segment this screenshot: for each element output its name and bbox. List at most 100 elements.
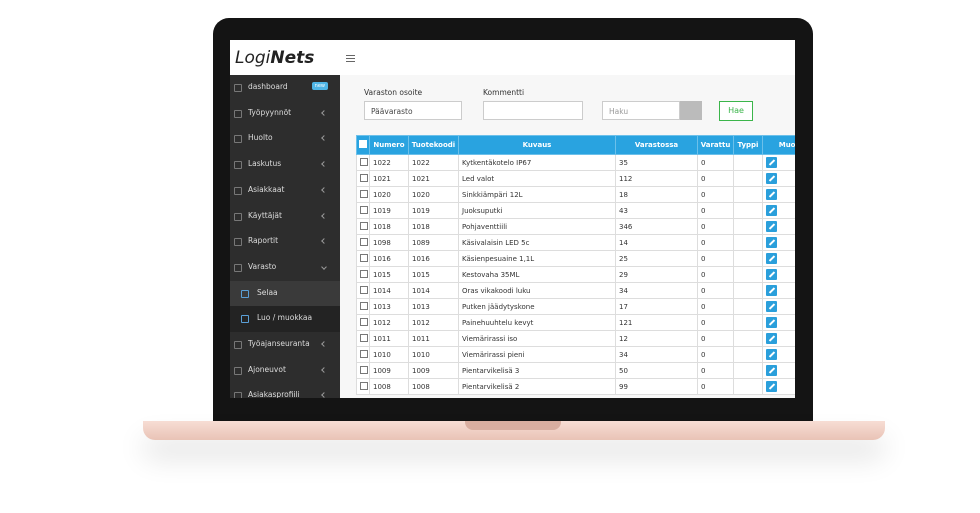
search-input[interactable]: Haku [602,101,680,120]
checkbox[interactable] [360,237,368,246]
menu-icon [234,84,242,92]
select-cell[interactable] [356,154,370,171]
checkbox[interactable] [360,253,368,262]
menu-item[interactable]: Ajoneuvot [230,358,340,384]
select-cell[interactable] [356,170,370,187]
checkbox[interactable] [360,269,368,278]
menu-icon [241,289,249,298]
edit-button[interactable] [766,157,777,168]
checkbox[interactable] [360,365,368,374]
checkbox[interactable] [360,381,368,390]
edit-button[interactable] [766,317,777,328]
table-cell: 1013 [369,298,409,315]
menu-item[interactable]: dashboard new [230,75,340,101]
checkbox[interactable] [360,285,368,294]
edit-button[interactable] [766,365,777,376]
select-cell[interactable] [356,330,370,347]
checkbox[interactable] [360,333,368,342]
menu-item[interactable]: Luo / muokkaa [230,306,340,332]
menu-toggle[interactable] [346,55,355,64]
menu-icon [234,109,242,118]
menu-item[interactable]: Raportit [230,229,340,255]
table-cell [733,330,763,347]
menu-item[interactable]: Huolto [230,126,340,152]
top-bar: LogiNets [230,40,795,76]
menu-item[interactable]: Selaa [230,280,340,307]
menu-item[interactable]: Varasto [230,255,340,281]
select-cell[interactable] [356,266,370,283]
checkbox[interactable] [360,301,368,310]
checkbox[interactable] [360,189,368,198]
menu-icon [234,392,242,398]
menu-item[interactable]: Työpyynnöt [230,101,340,127]
table-cell: Kestovaha 35ML [458,266,616,283]
edit-button[interactable] [766,381,777,392]
edit-button[interactable] [766,301,777,312]
table-cell: 1013 [408,298,459,315]
edit-button[interactable] [766,285,777,296]
edit-button[interactable] [766,253,777,264]
select-cell[interactable] [356,234,370,251]
caret [321,186,327,193]
menu-icon [234,263,242,272]
edit-button[interactable] [766,221,777,232]
select-cell[interactable] [356,346,370,363]
table-cell: Putken jäädytyskone [458,298,616,315]
column-header: Muokkaa [762,135,795,155]
search-button[interactable]: Hae [719,101,753,121]
select-cell[interactable] [356,250,370,267]
menu-label: Ajoneuvot [248,364,286,374]
table-cell: 1020 [369,186,409,203]
menu-label: Selaa [257,287,278,297]
comment-input[interactable] [483,101,583,120]
edit-button[interactable] [766,269,777,280]
select-cell[interactable] [356,282,370,299]
menu-item[interactable]: Asiakasprofiili [230,383,340,398]
edit-button[interactable] [766,205,777,216]
menu-icon [234,238,242,247]
menu-item[interactable]: Laskutus [230,152,340,178]
edit-button[interactable] [766,189,777,200]
select-cell[interactable] [356,362,370,379]
warehouse-select[interactable]: Päävarasto [364,101,462,120]
checkbox[interactable] [360,349,368,358]
menu-item[interactable]: Käyttäjät [230,204,340,230]
column-header: Numero [369,135,409,155]
select-all[interactable] [356,135,370,155]
select-cell[interactable] [356,314,370,331]
checkbox[interactable] [360,157,368,166]
table-cell: Käsivalaisin LED 5c [458,234,616,251]
table-cell [733,346,763,363]
table-cell: Juoksuputki [458,202,616,219]
select-cell[interactable] [356,218,370,235]
menu-icon [234,212,242,221]
checkbox[interactable] [360,221,368,230]
select-cell[interactable] [356,378,370,395]
checkbox[interactable] [360,173,368,182]
column-header: Tuotekoodi [408,135,459,155]
table-cell: Käsienpesuaine 1,1L [458,250,616,267]
select-cell[interactable] [356,186,370,203]
edit-button[interactable] [766,333,777,344]
table-cell: 0 [697,234,734,251]
menu-item[interactable]: Asiakkaat [230,178,340,204]
checkbox[interactable] [360,317,368,326]
checkbox[interactable] [360,205,368,214]
table-cell: 1012 [408,314,459,331]
table-cell: Oras vikakoodi luku [458,282,616,299]
select-value: Päävarasto [371,107,413,116]
badge: new [311,82,328,90]
inventory-table: Numero Tuotekoodi Kuvaus Varastossa Varattu T… [356,135,795,395]
select-cell[interactable] [356,298,370,315]
search-icon-button[interactable] [680,101,702,120]
edit-button[interactable] [766,237,777,248]
select-cell[interactable] [356,202,370,219]
menu-icon [234,366,242,375]
table-cell: 1010 [369,346,409,363]
logo[interactable]: LogiNets [235,48,314,68]
edit-button[interactable] [766,349,777,360]
edit-button[interactable] [766,173,777,184]
menu-label: Raportit [248,236,279,246]
menu-item[interactable]: Työajanseuranta [230,332,340,358]
table-cell: 1022 [369,154,409,171]
